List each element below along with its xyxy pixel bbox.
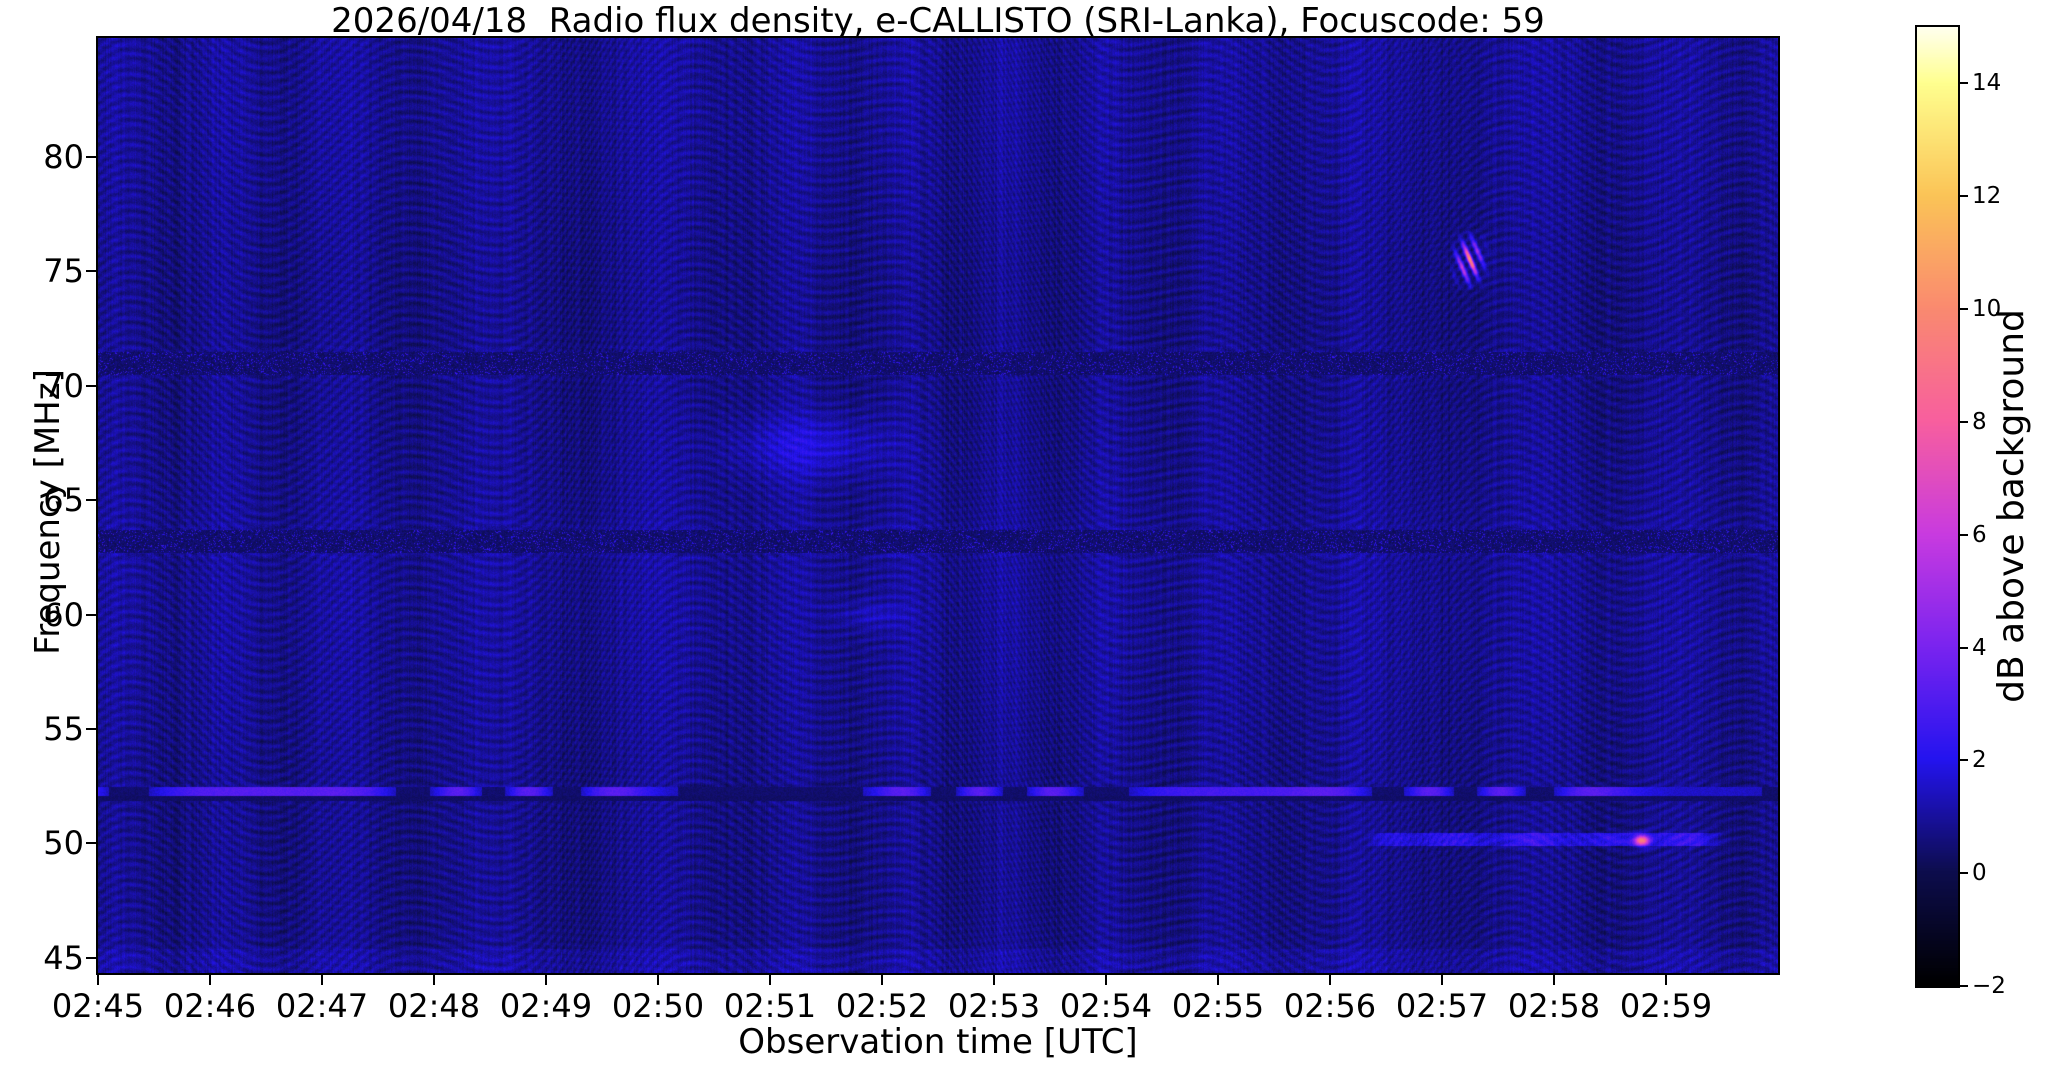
x-tick-label: 02:52: [835, 987, 929, 1025]
x-tick-label: 02:56: [1283, 987, 1377, 1025]
colorbar-tick-label: 12: [1972, 183, 2002, 210]
x-tick-mark: [769, 975, 771, 985]
x-tick-mark: [657, 975, 659, 985]
x-tick-label: 02:45: [51, 987, 145, 1025]
x-tick-mark: [97, 975, 99, 985]
colorbar-label: dB above background: [1991, 309, 2032, 703]
colorbar-tick-label: 8: [1972, 408, 1987, 435]
colorbar-tick-mark: [1960, 872, 1968, 875]
x-tick-label: 02:49: [499, 987, 593, 1025]
x-axis-label: Observation time [UTC]: [738, 1022, 1138, 1062]
colorbar-tick-label: 0: [1972, 860, 1987, 887]
colorbar-canvas: [1917, 27, 1958, 986]
colorbar-tick-label: −2: [1972, 973, 2006, 999]
y-tick-mark: [86, 728, 96, 731]
y-tick-mark: [86, 613, 96, 616]
spectrogram-canvas: [98, 38, 1778, 973]
y-tick-label: 80: [43, 137, 84, 176]
x-tick-label: 02:47: [275, 987, 369, 1025]
x-tick-label: 02:50: [611, 987, 705, 1025]
x-tick-label: 02:53: [947, 987, 1041, 1025]
x-tick-mark: [433, 975, 435, 985]
y-tick-mark: [86, 499, 96, 502]
y-tick-label: 65: [43, 481, 84, 520]
x-tick-label: 02:51: [723, 987, 817, 1025]
y-tick-mark: [86, 842, 96, 845]
colorbar-tick-mark: [1960, 646, 1968, 649]
colorbar-tick-label: 4: [1972, 634, 1987, 661]
x-tick-mark: [1553, 975, 1555, 985]
x-tick-mark: [209, 975, 211, 985]
x-tick-label: 02:55: [1171, 987, 1265, 1025]
colorbar-tick-label: 14: [1972, 70, 2002, 97]
colorbar-tick-mark: [1960, 533, 1968, 536]
y-tick-mark: [86, 956, 96, 959]
x-tick-label: 02:46: [163, 987, 257, 1025]
y-tick-mark: [86, 155, 96, 158]
y-tick-label: 70: [43, 366, 84, 405]
colorbar-tick-mark: [1960, 195, 1968, 198]
x-tick-mark: [545, 975, 547, 985]
x-tick-mark: [1665, 975, 1667, 985]
y-tick-label: 45: [43, 938, 84, 977]
x-tick-label: 02:58: [1507, 987, 1601, 1025]
colorbar-tick-mark: [1960, 420, 1968, 423]
x-tick-mark: [1441, 975, 1443, 985]
colorbar-tick-label: 2: [1972, 747, 1987, 774]
colorbar: [1915, 25, 1960, 988]
plot-area: [96, 36, 1780, 975]
y-tick-label: 60: [43, 595, 84, 634]
x-tick-mark: [321, 975, 323, 985]
colorbar-tick-label: 10: [1972, 296, 2002, 323]
x-tick-mark: [1105, 975, 1107, 985]
y-tick-label: 55: [43, 710, 84, 749]
y-tick-label: 75: [43, 252, 84, 291]
colorbar-tick-mark: [1960, 308, 1968, 311]
colorbar-tick-mark: [1960, 985, 1968, 987]
x-tick-mark: [1329, 975, 1331, 985]
x-tick-label: 02:57: [1395, 987, 1489, 1025]
colorbar-tick-mark: [1960, 759, 1968, 762]
chart-title: 2026/04/18 Radio flux density, e-CALLIST…: [331, 1, 1545, 41]
y-tick-label: 50: [43, 824, 84, 863]
x-tick-label: 02:54: [1059, 987, 1153, 1025]
x-tick-mark: [1217, 975, 1219, 985]
colorbar-tick-label: 6: [1972, 521, 1987, 548]
x-tick-label: 02:59: [1619, 987, 1713, 1025]
y-tick-mark: [86, 270, 96, 273]
y-tick-mark: [86, 384, 96, 387]
x-tick-mark: [993, 975, 995, 985]
x-tick-label: 02:48: [387, 987, 481, 1025]
colorbar-tick-mark: [1960, 82, 1968, 85]
x-tick-mark: [881, 975, 883, 985]
